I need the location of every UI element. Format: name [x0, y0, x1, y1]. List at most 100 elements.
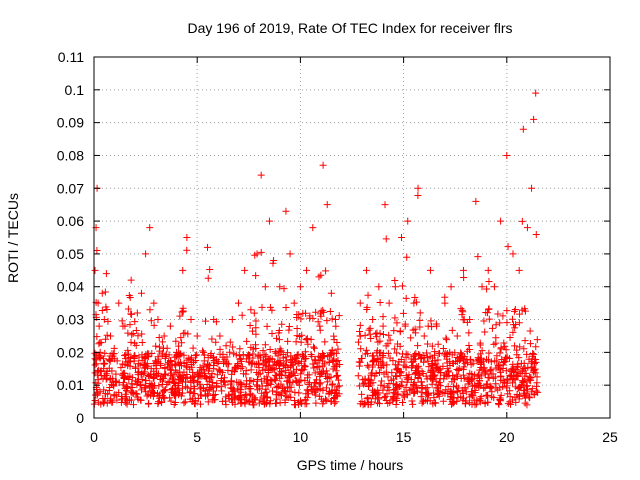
- data-point-marker: [257, 248, 265, 256]
- data-point-marker: [239, 351, 247, 359]
- data-point-marker: [511, 342, 519, 350]
- data-point-marker: [485, 356, 493, 364]
- data-point-marker: [302, 390, 310, 398]
- data-point-marker: [482, 380, 490, 388]
- data-point-marker: [515, 384, 523, 392]
- data-point-marker: [390, 327, 398, 335]
- data-point-marker: [315, 273, 323, 281]
- data-point-marker: [204, 391, 212, 399]
- data-point-marker: [514, 360, 522, 368]
- data-point-marker: [242, 391, 250, 399]
- data-point-marker: [185, 354, 193, 362]
- data-point-marker: [310, 343, 318, 351]
- data-point-marker: [368, 352, 376, 360]
- data-point-marker: [131, 318, 139, 326]
- data-point-marker: [254, 352, 262, 360]
- data-point-marker: [418, 385, 426, 393]
- data-point-marker: [408, 397, 416, 405]
- data-point-marker: [483, 285, 491, 293]
- data-point-marker: [527, 359, 535, 367]
- data-point-marker: [477, 382, 485, 390]
- data-point-marker: [516, 343, 524, 351]
- data-point-marker: [270, 375, 278, 383]
- data-point-marker: [432, 360, 440, 368]
- data-point-marker: [327, 373, 335, 381]
- data-point-marker: [190, 390, 198, 398]
- data-point-marker: [499, 312, 507, 320]
- data-point-marker: [141, 384, 149, 392]
- data-point-marker: [263, 373, 271, 381]
- data-point-marker: [170, 379, 178, 387]
- data-point-marker: [453, 332, 461, 340]
- data-point-marker: [234, 362, 242, 370]
- data-point-marker: [237, 365, 245, 373]
- data-point-marker: [121, 385, 129, 393]
- data-point-marker: [384, 373, 392, 381]
- data-point-marker: [419, 397, 427, 405]
- data-point-marker: [384, 340, 392, 348]
- data-point-marker: [423, 384, 431, 392]
- data-point-marker: [372, 357, 380, 365]
- data-point-marker: [147, 384, 155, 392]
- data-point-marker: [426, 266, 434, 274]
- data-point-marker: [235, 352, 243, 360]
- data-point-marker: [226, 338, 234, 346]
- data-point-marker: [447, 283, 455, 291]
- data-point-marker: [120, 369, 128, 377]
- y-tick-label: 0.08: [57, 147, 84, 163]
- data-point-marker: [172, 337, 180, 345]
- data-point-marker: [505, 354, 513, 362]
- data-point-marker: [107, 332, 115, 340]
- data-point-marker: [155, 343, 163, 351]
- data-point-marker: [234, 299, 242, 307]
- x-tick-label: 10: [293, 429, 309, 445]
- data-point-marker: [128, 331, 136, 339]
- data-point-marker: [263, 322, 271, 330]
- data-point-marker: [417, 378, 425, 386]
- data-point-marker: [407, 334, 415, 342]
- data-point-marker: [118, 317, 126, 325]
- data-point-marker: [442, 334, 450, 342]
- data-point-marker: [271, 371, 279, 379]
- data-point-marker: [441, 299, 449, 307]
- data-point-marker: [181, 398, 189, 406]
- data-point-marker: [266, 346, 274, 354]
- data-point-marker: [364, 291, 372, 299]
- data-point-marker: [416, 316, 424, 324]
- data-point-marker: [241, 266, 249, 274]
- data-point-marker: [137, 289, 145, 297]
- data-point-marker: [334, 376, 342, 384]
- data-point-marker: [282, 207, 290, 215]
- data-point-marker: [462, 388, 470, 396]
- y-tick-label: 0: [76, 410, 84, 426]
- data-point-marker: [252, 324, 260, 332]
- y-tick-label: 0.04: [57, 279, 84, 295]
- data-point-marker: [302, 335, 310, 343]
- data-point-marker: [407, 386, 415, 394]
- data-point-marker: [113, 396, 121, 404]
- data-point-marker: [445, 367, 453, 375]
- data-point-marker: [312, 308, 320, 316]
- data-point-marker: [316, 322, 324, 330]
- data-point-marker: [160, 332, 168, 340]
- data-point-marker: [434, 356, 442, 364]
- data-point-marker: [422, 389, 430, 397]
- data-point-marker: [121, 373, 129, 381]
- data-point-marker: [252, 330, 260, 338]
- data-point-marker: [112, 378, 120, 386]
- data-point-marker: [439, 362, 447, 370]
- data-point-marker: [511, 368, 519, 376]
- data-point-marker: [333, 372, 341, 380]
- data-point-marker: [238, 357, 246, 365]
- data-point-marker: [301, 355, 309, 363]
- data-point-marker: [177, 374, 185, 382]
- data-point-marker: [146, 379, 154, 387]
- data-point-marker: [281, 388, 289, 396]
- data-point-marker: [430, 389, 438, 397]
- data-point-marker: [400, 361, 408, 369]
- data-point-marker: [398, 282, 406, 290]
- data-point-marker: [501, 343, 509, 351]
- data-point-marker: [333, 392, 341, 400]
- data-point-marker: [299, 309, 307, 317]
- data-point-marker: [504, 243, 512, 251]
